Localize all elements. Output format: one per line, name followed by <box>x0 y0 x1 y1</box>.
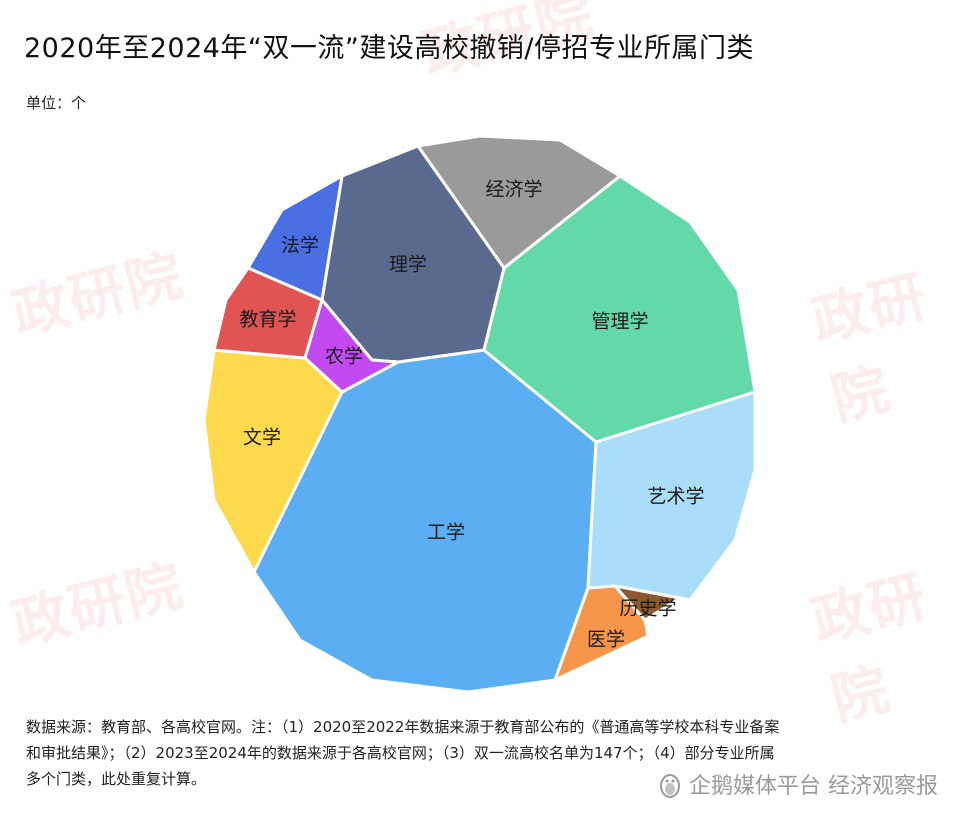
footnote-line-1: 数据来源：教育部、各高校官网。注：（1）2020至2022年数据来源于教育部公布… <box>26 718 780 736</box>
slice-label-11: 历史学 <box>619 598 676 620</box>
brand-footer: 企鹅媒体平台 经济观察报 <box>657 768 938 800</box>
chart-title: 2020年至2024年“双一流”建设高校撤销/停招专业所属门类 <box>24 33 754 64</box>
slice-label-1: 工学 <box>427 522 465 544</box>
slice-label-6: 经济学 <box>485 179 542 201</box>
slice-label-2: 管理学 <box>591 311 648 333</box>
slice-label-8: 教育学 <box>239 309 296 331</box>
brand-text: 企鹅媒体平台 经济观察报 <box>689 774 938 799</box>
footnote: 数据来源：教育部、各高校官网。注：（1）2020至2022年数据来源于教育部公布… <box>26 714 936 792</box>
unit-label: 单位：个 <box>26 94 87 112</box>
slice-label-9: 农学 <box>325 346 363 368</box>
slice-label-3: 理学 <box>389 254 427 276</box>
footnote-line-3: 多个门类，此处重复计算。 <box>26 770 207 788</box>
slice-label-7: 法学 <box>281 235 319 257</box>
slice-11 <box>613 584 682 622</box>
slice-6 <box>416 134 622 270</box>
footnote-line-2: 和审批结果》；（2）2023至2024年的数据来源于各高校官网；（3）双一流高校… <box>26 744 775 762</box>
slice-8 <box>212 266 324 360</box>
slice-label-4: 艺术学 <box>647 486 704 508</box>
slice-9 <box>303 298 400 394</box>
penguin-logo-icon <box>660 774 680 798</box>
slice-label-5: 文学 <box>243 427 281 449</box>
slice-label-10: 医学 <box>587 629 625 651</box>
